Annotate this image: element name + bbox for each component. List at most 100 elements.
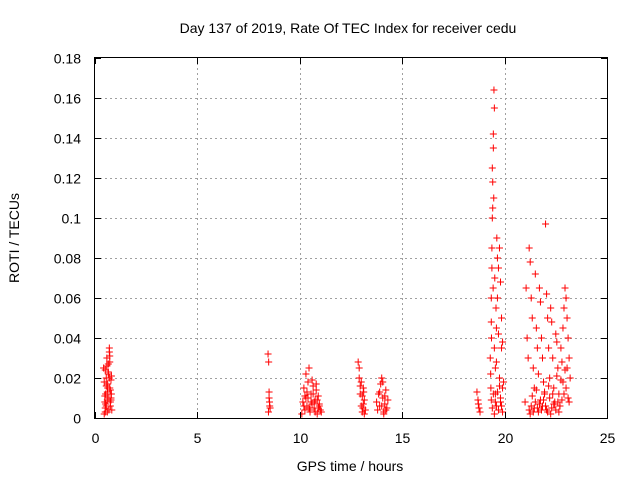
data-point [487, 396, 495, 404]
data-point [557, 344, 565, 352]
x-tick-label: 25 [600, 430, 616, 446]
data-point [489, 130, 497, 138]
data-point [314, 392, 322, 400]
data-point [317, 408, 325, 416]
y-tick-label: 0 [73, 411, 81, 427]
data-point [552, 330, 560, 338]
data-point [266, 402, 274, 410]
x-tick-label: 20 [498, 430, 514, 446]
data-point [105, 374, 113, 382]
data-point [493, 294, 501, 302]
data-point [553, 338, 561, 346]
data-point [547, 410, 555, 418]
x-tick-labels: 0 5 10 15 20 25 [92, 430, 616, 446]
data-point [537, 334, 545, 342]
data-point [491, 398, 499, 406]
data-point [475, 404, 483, 412]
data-point [494, 406, 502, 414]
data-point [101, 392, 109, 400]
x-tick-label: 5 [194, 430, 202, 446]
data-point [305, 404, 313, 412]
data-point [525, 244, 533, 252]
data-point [492, 324, 500, 332]
data-point [557, 376, 565, 384]
data-point [489, 144, 497, 152]
grid [95, 58, 607, 418]
data-point [308, 376, 316, 384]
data-point [545, 382, 553, 390]
data-point [488, 214, 496, 222]
y-tick-label: 0.08 [54, 251, 81, 267]
data-point [491, 364, 499, 372]
data-point [538, 402, 546, 410]
data-point [311, 408, 319, 416]
data-point [488, 404, 496, 412]
data-point [312, 380, 320, 388]
data-point [524, 354, 532, 362]
data-point [493, 234, 501, 242]
data-point [538, 354, 546, 362]
y-tick-labels: 0 0.02 0.04 0.06 0.08 0.1 0.12 0.14 0.16 0.18 [54, 51, 81, 427]
data-point [499, 408, 507, 416]
data-point [523, 334, 531, 342]
data-point [497, 278, 505, 286]
data-point [550, 384, 558, 392]
data-point [360, 396, 368, 404]
data-point [490, 194, 498, 202]
y-tick-label: 0.06 [54, 291, 81, 307]
data-point [561, 284, 569, 292]
y-tick-label: 0.02 [54, 371, 81, 387]
data-point [529, 364, 537, 372]
data-point [493, 388, 501, 396]
data-point [548, 318, 556, 326]
x-tick-label: 0 [92, 430, 100, 446]
data-point [492, 304, 500, 312]
data-point [541, 388, 549, 396]
data-point [497, 394, 505, 402]
data-point [357, 378, 365, 386]
data-point [546, 394, 554, 402]
data-point [499, 338, 507, 346]
data-point [376, 388, 384, 396]
data-point [565, 354, 573, 362]
data-point [487, 318, 495, 326]
data-point [105, 406, 113, 414]
data-point [546, 374, 554, 382]
data-point [536, 298, 544, 306]
data-point [545, 344, 553, 352]
data-points [100, 86, 574, 418]
data-point [490, 344, 498, 352]
data-point [378, 374, 386, 382]
data-point [564, 334, 572, 342]
data-point [360, 388, 368, 396]
data-point [374, 406, 382, 414]
data-point [486, 354, 494, 362]
data-point [495, 382, 503, 390]
data-point [299, 398, 307, 406]
data-point [542, 220, 550, 228]
data-point [547, 304, 555, 312]
data-point [544, 314, 552, 322]
data-point [312, 386, 320, 394]
data-point [532, 324, 540, 332]
data-point [384, 396, 392, 404]
chart-title: Day 137 of 2019, Rate Of TEC Index for r… [180, 20, 517, 36]
data-point [381, 392, 389, 400]
data-point [493, 254, 501, 262]
data-point [549, 390, 557, 398]
data-point [382, 406, 390, 414]
data-point [487, 294, 495, 302]
data-point [315, 400, 323, 408]
data-point [555, 408, 563, 416]
data-point [103, 362, 111, 370]
data-point [107, 394, 115, 402]
data-point [489, 178, 497, 186]
data-point [492, 358, 500, 366]
data-point [522, 284, 530, 292]
data-point [530, 404, 538, 412]
axis-ticks [95, 58, 608, 419]
data-point [500, 378, 508, 386]
data-point [551, 400, 559, 408]
data-point [265, 388, 273, 396]
